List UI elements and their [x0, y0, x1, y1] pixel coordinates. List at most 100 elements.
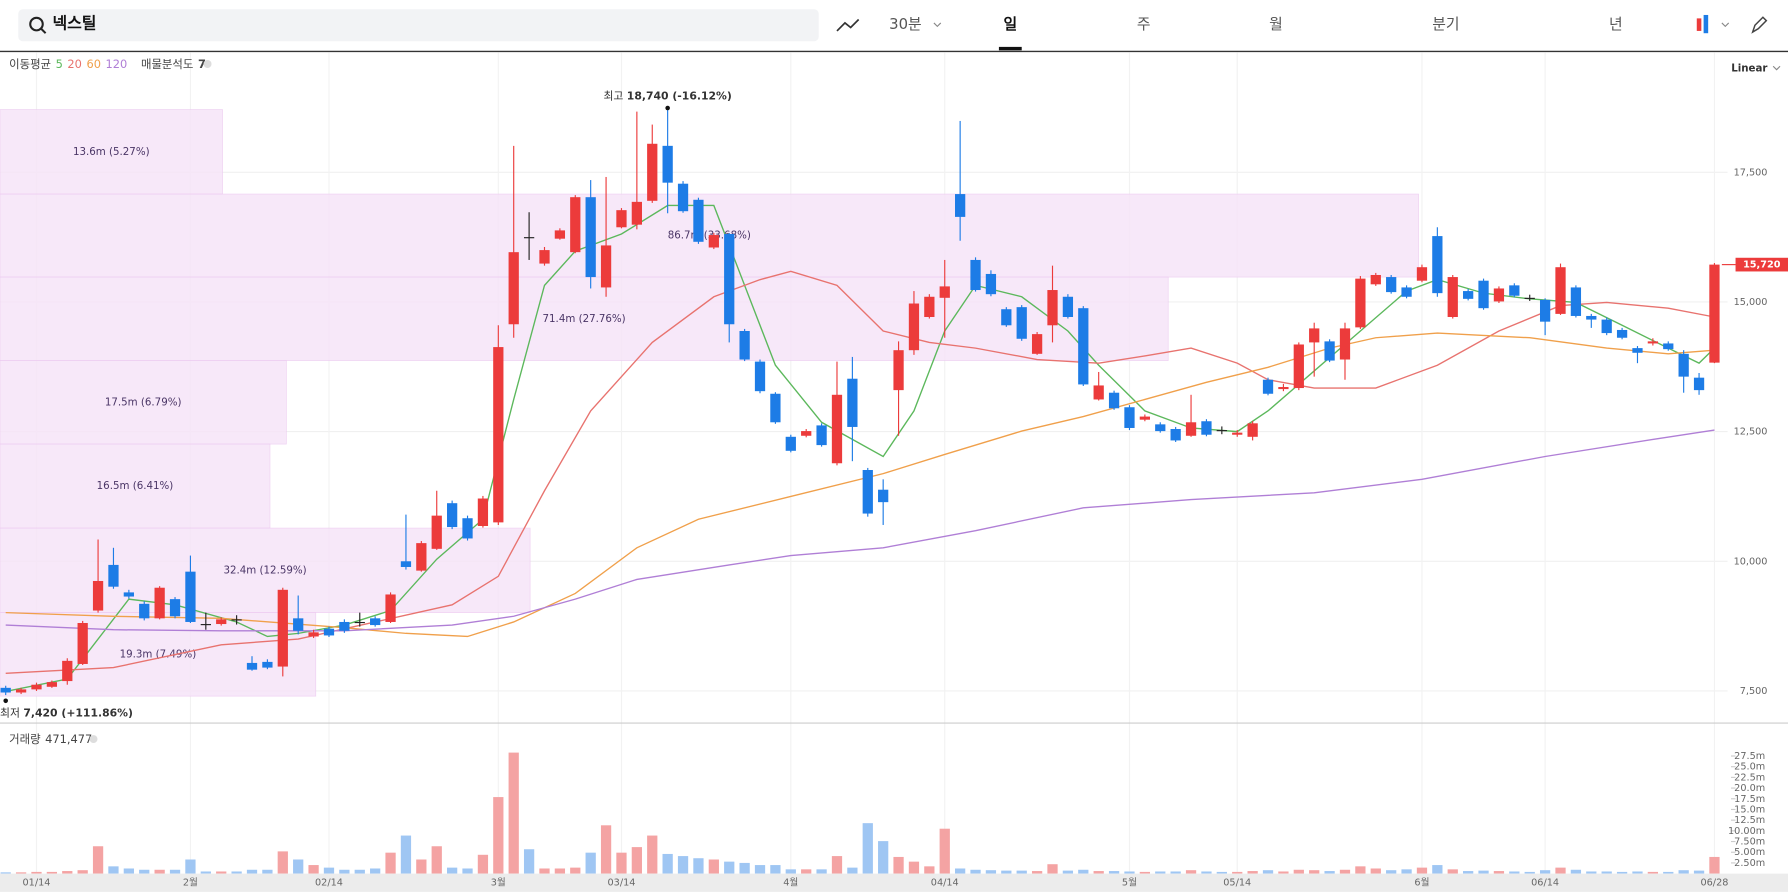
volume-bar	[647, 835, 658, 874]
volume-tick-label: 7.50m	[1734, 837, 1765, 848]
profile-label: 32.4m (12.59%)	[223, 564, 306, 576]
volume-bar	[1570, 869, 1582, 874]
candle-body	[1016, 307, 1027, 339]
period-tab[interactable]: 년	[1609, 16, 1623, 33]
candle-body	[385, 594, 396, 622]
volume-bar	[1062, 870, 1074, 874]
volume-bar	[0, 872, 11, 874]
volume-tick-label: 25.0m	[1734, 762, 1765, 773]
volume-bar	[1616, 871, 1628, 874]
volume-bar	[955, 868, 966, 874]
candle-body	[1678, 353, 1689, 377]
interval-select[interactable]: 30분	[889, 16, 921, 33]
indicator-icon[interactable]	[836, 18, 860, 32]
volume-bar	[293, 859, 304, 874]
search-icon	[40, 27, 47, 34]
candle-body	[600, 245, 612, 288]
low-marker	[3, 698, 8, 704]
period-tab[interactable]: 분기	[1432, 16, 1459, 33]
chart-type-icon[interactable]	[1696, 18, 1702, 31]
candle-body	[262, 661, 273, 668]
draw-icon[interactable]	[1751, 16, 1768, 34]
volume-bar	[1524, 871, 1535, 874]
volume-bar	[1416, 867, 1428, 874]
candle-body	[1524, 297, 1535, 299]
candle-body	[1663, 343, 1674, 350]
candle-body	[508, 252, 519, 325]
candle-body	[447, 503, 458, 528]
chart-type-icon[interactable]	[1703, 14, 1709, 34]
volume-bar	[92, 846, 104, 874]
period-tab[interactable]: 일	[1003, 16, 1017, 33]
close-icon[interactable]	[89, 735, 98, 744]
candle-body	[1339, 328, 1351, 360]
volume-bar	[416, 859, 427, 874]
candle-body	[1509, 285, 1520, 296]
candle-body	[1139, 416, 1150, 420]
scale-mode[interactable]: Linear	[1731, 63, 1768, 75]
volume-bar	[169, 869, 181, 874]
volume-bar	[123, 868, 134, 874]
profile-label: 71.4m (27.76%)	[543, 313, 626, 325]
search-box[interactable]	[18, 9, 819, 42]
candle-body	[185, 571, 196, 622]
candle-body	[554, 230, 566, 239]
volume-tick-label: 15.0m	[1734, 804, 1765, 815]
profile-label: 19.3m (7.49%)	[120, 648, 197, 660]
search-query[interactable]: 넥스틸	[52, 14, 96, 33]
x-tick-label: 05/14	[1223, 878, 1251, 889]
volume-tick-label: 10.00m	[1728, 826, 1765, 837]
volume-bar	[1324, 871, 1335, 874]
date-axis	[0, 873, 1788, 892]
candle-body	[1416, 267, 1428, 281]
legend-entry: 60	[86, 56, 100, 70]
candle-body	[1601, 319, 1612, 334]
volume-bar	[554, 868, 566, 874]
volume-bar	[262, 869, 273, 874]
volume-bar	[1139, 871, 1150, 874]
period-tab[interactable]: 주	[1137, 16, 1151, 33]
volume-bar	[662, 853, 673, 874]
volume-profile: 13.6m (5.27%)86.7m (33.68%)71.4m (27.76%…	[0, 109, 1419, 697]
y-tick-label: 10,000	[1734, 556, 1768, 567]
profile-band	[0, 443, 271, 529]
candle-body	[1170, 429, 1181, 441]
candle-body	[1124, 407, 1135, 428]
volume-bar	[1124, 871, 1135, 874]
volume-bar	[231, 871, 242, 874]
candle-body	[801, 431, 812, 436]
candle-body	[662, 145, 673, 183]
volume-bar	[1001, 870, 1012, 874]
close-icon[interactable]	[203, 60, 212, 68]
candle-body	[724, 234, 735, 325]
volume-bar	[108, 866, 119, 874]
last-price-tag	[1735, 257, 1788, 272]
profile-legend-title: 매물분석도	[141, 56, 193, 70]
profile-label: 13.6m (5.27%)	[73, 146, 150, 158]
candle-body	[1401, 287, 1412, 297]
volume-bar	[570, 867, 581, 874]
low-label: 최저 7,420 (+111.86%)	[0, 706, 133, 719]
x-tick-label: 01/14	[23, 878, 51, 889]
volume-bar	[801, 869, 812, 874]
volume-bar	[493, 797, 504, 874]
candle-body	[46, 682, 58, 687]
candle-body	[585, 197, 596, 278]
volume-bar	[1170, 871, 1181, 874]
volume-legend: 거래량 471,477	[9, 732, 92, 746]
volume-bar	[1232, 871, 1243, 874]
volume-bar	[785, 869, 796, 874]
volume-tick-label: 12.5m	[1734, 815, 1765, 826]
candle-body	[754, 361, 766, 392]
volume-bar	[139, 869, 150, 874]
candle-body	[200, 624, 211, 626]
volume-bar	[1647, 871, 1659, 874]
candle-body	[862, 469, 873, 514]
volume-bar	[462, 868, 473, 874]
candle-body	[462, 518, 473, 539]
volume-bar	[724, 861, 735, 874]
candles	[0, 107, 1720, 696]
period-tab[interactable]: 월	[1269, 16, 1283, 33]
volume-bar	[1278, 871, 1289, 874]
candle-body	[339, 621, 350, 631]
